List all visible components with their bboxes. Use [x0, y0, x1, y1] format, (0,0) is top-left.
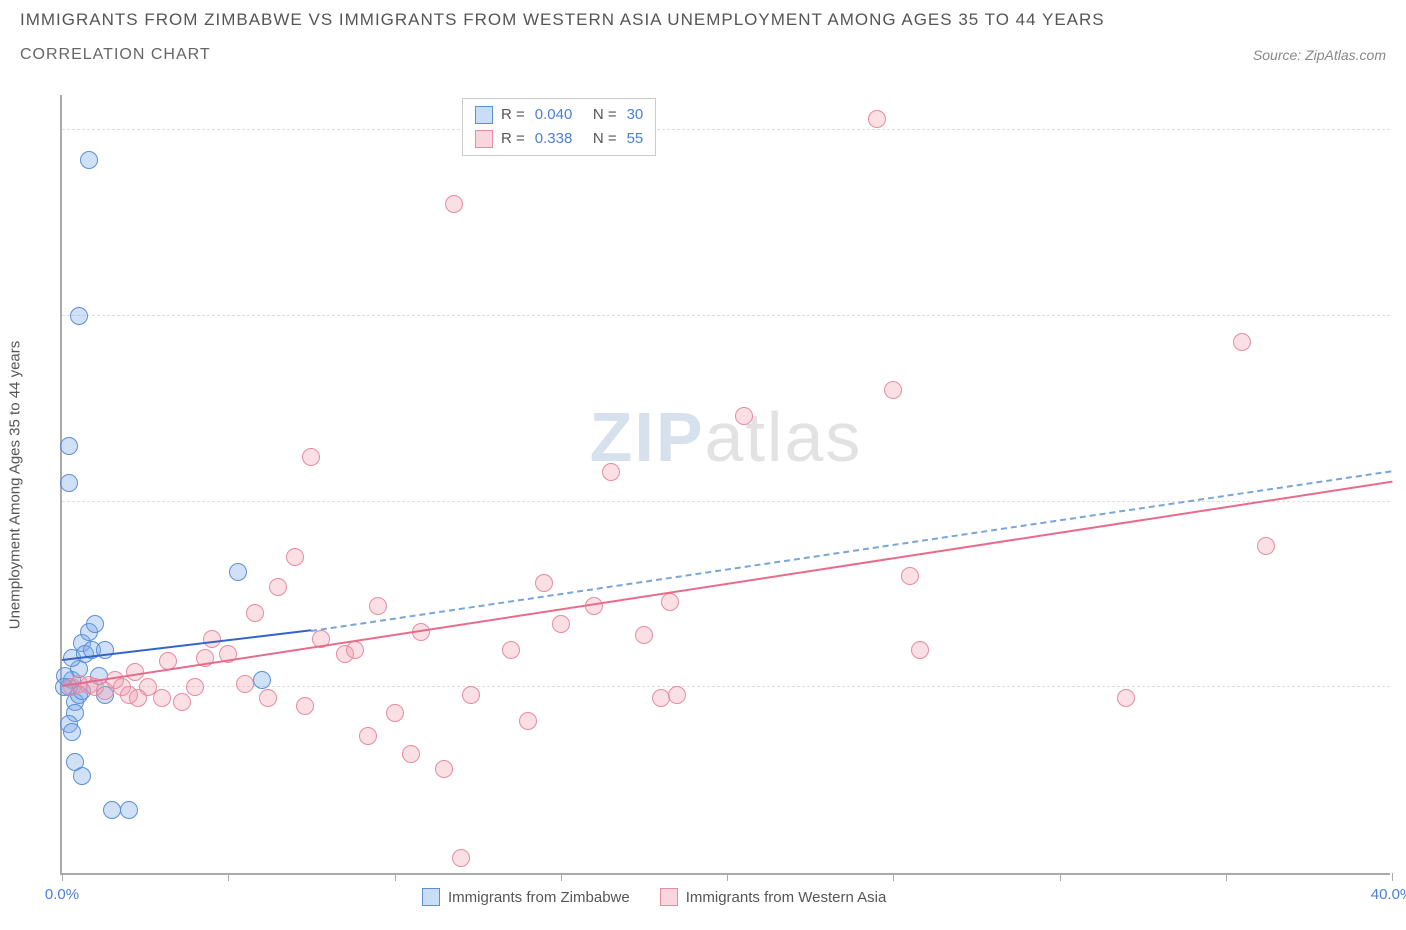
scatter-point — [901, 567, 919, 585]
scatter-point — [1257, 537, 1275, 555]
scatter-point — [120, 801, 138, 819]
scatter-point — [445, 195, 463, 213]
stat-r-label: R = — [501, 103, 525, 127]
scatter-point — [735, 407, 753, 425]
scatter-point — [86, 615, 104, 633]
stats-legend: R = 0.040 N = 30R = 0.338 N = 55 — [462, 98, 656, 156]
scatter-point — [1233, 333, 1251, 351]
watermark-light: atlas — [705, 398, 863, 476]
stats-legend-row: R = 0.040 N = 30 — [475, 103, 643, 127]
scatter-point — [186, 678, 204, 696]
scatter-point — [452, 849, 470, 867]
watermark: ZIPatlas — [590, 397, 863, 477]
legend-label: Immigrants from Western Asia — [686, 889, 887, 906]
scatter-point — [661, 593, 679, 611]
x-tick — [1060, 873, 1061, 881]
scatter-point — [868, 110, 886, 128]
scatter-point — [286, 548, 304, 566]
scatter-point — [70, 307, 88, 325]
scatter-point — [602, 463, 620, 481]
scatter-point — [73, 767, 91, 785]
stat-n-label: N = — [580, 103, 616, 127]
scatter-point — [259, 689, 277, 707]
x-tick — [228, 873, 229, 881]
scatter-point — [80, 151, 98, 169]
x-tick-label: 0.0% — [45, 886, 79, 903]
grid-line — [62, 315, 1390, 316]
scatter-point — [153, 689, 171, 707]
stat-r-value: 0.040 — [535, 103, 573, 127]
scatter-point — [173, 693, 191, 711]
x-tick — [893, 873, 894, 881]
stats-legend-row: R = 0.338 N = 55 — [475, 127, 643, 151]
scatter-point — [1117, 689, 1135, 707]
scatter-point — [519, 712, 537, 730]
scatter-point — [911, 641, 929, 659]
x-tick — [1392, 873, 1393, 881]
scatter-point — [402, 745, 420, 763]
scatter-point — [63, 723, 81, 741]
scatter-point — [635, 626, 653, 644]
scatter-point — [253, 671, 271, 689]
x-tick-label: 40.0% — [1371, 886, 1406, 903]
trend-line — [62, 481, 1392, 687]
x-tick — [62, 873, 63, 881]
grid-line — [62, 129, 1390, 130]
x-tick — [395, 873, 396, 881]
scatter-point — [269, 578, 287, 596]
scatter-point — [246, 604, 264, 622]
scatter-point — [346, 641, 364, 659]
legend-swatch — [422, 888, 440, 906]
series-legend: Immigrants from Zimbabwe Immigrants from … — [422, 888, 886, 906]
stat-r-value: 0.338 — [535, 127, 573, 151]
x-tick — [561, 873, 562, 881]
stat-n-value: 30 — [627, 103, 644, 127]
scatter-point — [668, 686, 686, 704]
stat-n-label: N = — [580, 127, 616, 151]
chart-subtitle: CORRELATION CHART — [20, 46, 211, 64]
scatter-point — [652, 689, 670, 707]
scatter-point — [296, 697, 314, 715]
scatter-point — [369, 597, 387, 615]
y-axis-label: Unemployment Among Ages 35 to 44 years — [7, 341, 24, 630]
scatter-point — [60, 474, 78, 492]
scatter-point — [203, 630, 221, 648]
legend-swatch — [475, 130, 493, 148]
legend-item: Immigrants from Zimbabwe — [422, 888, 630, 906]
stat-r-label: R = — [501, 127, 525, 151]
scatter-point — [302, 448, 320, 466]
chart-container: Unemployment Among Ages 35 to 44 years Z… — [60, 95, 1390, 875]
stat-n-value: 55 — [627, 127, 644, 151]
scatter-point — [462, 686, 480, 704]
legend-swatch — [660, 888, 678, 906]
scatter-point — [129, 689, 147, 707]
scatter-point — [884, 381, 902, 399]
scatter-point — [236, 675, 254, 693]
x-tick — [1226, 873, 1227, 881]
legend-item: Immigrants from Western Asia — [660, 888, 887, 906]
scatter-point — [502, 641, 520, 659]
x-tick — [727, 873, 728, 881]
scatter-point — [103, 801, 121, 819]
trend-line — [311, 470, 1392, 632]
legend-swatch — [475, 106, 493, 124]
scatter-point — [229, 563, 247, 581]
chart-title: IMMIGRANTS FROM ZIMBABWE VS IMMIGRANTS F… — [20, 10, 1386, 30]
scatter-point — [60, 437, 78, 455]
scatter-point — [435, 760, 453, 778]
scatter-point — [552, 615, 570, 633]
scatter-point — [386, 704, 404, 722]
scatter-point — [359, 727, 377, 745]
legend-label: Immigrants from Zimbabwe — [448, 889, 630, 906]
scatter-point — [535, 574, 553, 592]
plot-area: ZIPatlas 5.0%10.0%15.0%20.0%0.0%40.0%R =… — [60, 95, 1390, 875]
header: IMMIGRANTS FROM ZIMBABWE VS IMMIGRANTS F… — [0, 0, 1406, 64]
source-label: Source: ZipAtlas.com — [1253, 47, 1386, 63]
